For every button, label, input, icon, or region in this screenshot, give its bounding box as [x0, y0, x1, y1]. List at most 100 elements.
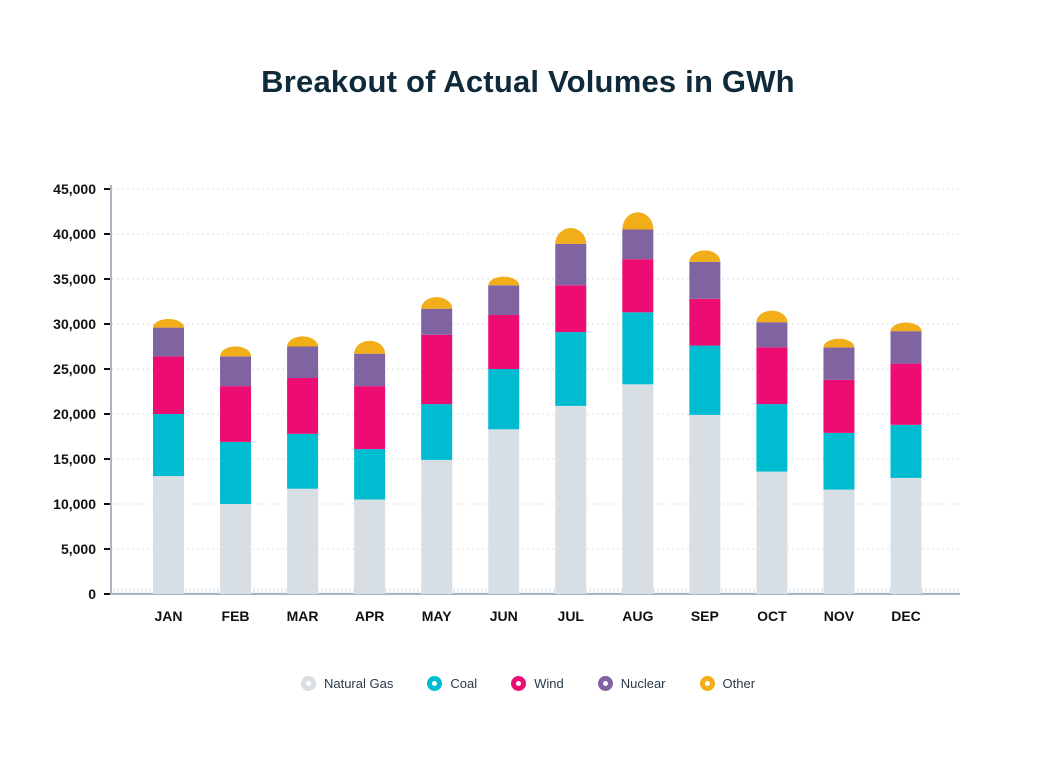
bar-segment-natural-gas [287, 488, 319, 594]
legend-swatch [699, 676, 715, 691]
bar-segment-coal [421, 404, 453, 460]
bar-group-jul [555, 228, 587, 594]
bar-segment-wind [890, 363, 922, 425]
legend-label: Nuclear [620, 676, 666, 691]
bar-segment-other [287, 336, 319, 347]
bar-segment-nuclear [555, 243, 587, 286]
bar-segment-wind [220, 386, 252, 442]
bar-segment-other [354, 340, 386, 354]
x-category-label: NOV [824, 608, 855, 624]
bar-segment-wind [622, 259, 654, 313]
bar-segment-natural-gas [823, 489, 855, 594]
y-tick-label: 15,000 [53, 451, 96, 467]
bar-segment-natural-gas [354, 499, 386, 594]
x-category-label: SEP [691, 608, 719, 624]
bar-segment-natural-gas [622, 384, 654, 594]
legend-item: Wind [511, 676, 564, 691]
x-category-label: FEB [222, 608, 250, 624]
bar-group-mar [287, 336, 319, 594]
bar-segment-wind [153, 356, 184, 414]
bar-segment-natural-gas [488, 429, 520, 594]
bar-segment-other [488, 276, 520, 286]
bar-group-jan [153, 318, 184, 594]
bar-group-jun [488, 276, 520, 594]
bar-segment-nuclear [220, 356, 252, 387]
bar-segment-wind [823, 379, 855, 433]
x-category-label: JAN [154, 608, 182, 624]
y-tick-label: 5,000 [61, 541, 96, 557]
bar-segment-other [153, 318, 184, 328]
bar-segment-nuclear [756, 322, 788, 348]
legend-swatch [300, 676, 316, 691]
bar-segment-natural-gas [689, 414, 721, 594]
bar-segment-coal [555, 332, 587, 406]
bar-segment-coal [756, 404, 788, 472]
bar-group-may [421, 297, 453, 594]
y-tick-label: 0 [88, 586, 96, 602]
bar-segment-wind [421, 334, 453, 405]
bar-group-dec [890, 322, 922, 594]
bar-segment-natural-gas [153, 476, 184, 594]
y-tick-label: 10,000 [53, 496, 96, 512]
legend-label: Natural Gas [323, 676, 394, 691]
bar-segment-wind [689, 298, 721, 346]
bar-segment-nuclear [153, 327, 184, 357]
bar-segment-nuclear [488, 285, 520, 315]
bar-segment-other [689, 250, 721, 262]
bar-segment-natural-gas [756, 471, 788, 594]
bar-segment-wind [354, 386, 386, 450]
bar-segment-other [756, 310, 788, 323]
bar-group-oct [756, 310, 788, 594]
y-tick-label: 35,000 [53, 271, 96, 287]
x-category-label: OCT [757, 608, 787, 624]
bar-segment-other [823, 338, 855, 348]
x-category-label: JUN [490, 608, 518, 624]
bar-segment-wind [555, 285, 587, 333]
bar-segment-wind [756, 347, 788, 405]
bar-group-apr [354, 340, 386, 594]
legend-label: Coal [450, 676, 478, 691]
bar-segment-nuclear [622, 229, 654, 260]
bar-segment-natural-gas [890, 477, 922, 594]
bar-segment-other [890, 322, 922, 332]
bar-segment-coal [890, 424, 922, 478]
bar-segment-coal [354, 449, 386, 500]
bar-segment-natural-gas [555, 405, 587, 594]
bar-segment-coal [220, 441, 252, 504]
legend-swatch [597, 676, 613, 691]
legend-label: Other [722, 676, 756, 691]
bar-group-sep [689, 250, 721, 594]
y-tick-label: 20,000 [53, 406, 96, 422]
bar-segment-other [220, 346, 252, 357]
legend-item: Nuclear [597, 676, 666, 691]
bar-segment-other [421, 297, 453, 309]
bar-segment-nuclear [421, 308, 453, 335]
bar-segment-nuclear [823, 347, 855, 380]
chart-title: Breakout of Actual Volumes in GWh [261, 64, 795, 99]
x-category-label: AUG [622, 608, 653, 624]
bar-segment-nuclear [890, 331, 922, 364]
bar-segment-wind [488, 315, 520, 369]
legend-label: Wind [534, 676, 564, 691]
bar-segment-coal [689, 345, 721, 415]
bar-segment-nuclear [287, 346, 319, 378]
bar-segment-nuclear [354, 353, 386, 387]
bar-segment-natural-gas [220, 504, 252, 594]
bar-group-aug [622, 212, 654, 594]
y-tick-label: 40,000 [53, 226, 96, 242]
y-tick-label: 30,000 [53, 316, 96, 332]
x-category-label: JUL [558, 608, 585, 624]
bar-segment-other [622, 212, 654, 230]
bar-segment-other [555, 228, 587, 244]
bar-segment-coal [488, 369, 520, 430]
bar-segment-natural-gas [421, 459, 453, 594]
y-tick-label: 25,000 [53, 361, 96, 377]
legend-item: Natural Gas [300, 676, 394, 691]
x-category-label: MAY [422, 608, 452, 624]
bar-segment-wind [287, 378, 319, 434]
bar-segment-coal [823, 432, 855, 490]
legend-swatch [511, 676, 527, 691]
chart-legend: Natural Gas Coal Wind Nuclear Other [0, 676, 1056, 691]
x-category-label: DEC [891, 608, 921, 624]
